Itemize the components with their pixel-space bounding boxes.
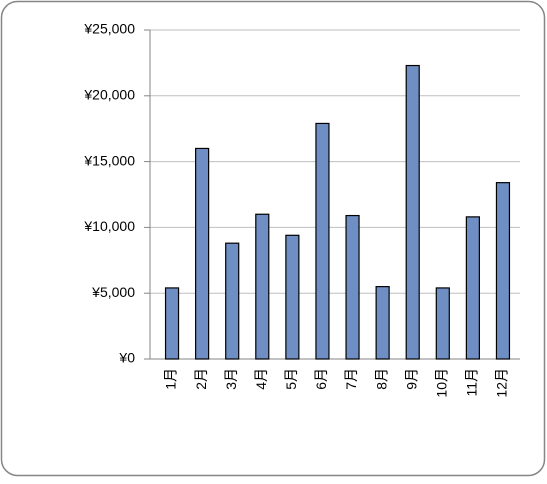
bar — [225, 242, 240, 360]
bar — [465, 216, 480, 360]
x-tick-label: 2月 — [193, 368, 209, 390]
x-tick-label: 9月 — [403, 368, 419, 390]
x-tick-label: 4月 — [253, 368, 269, 390]
y-tick-label: ¥5,000 — [91, 284, 135, 300]
x-tick-label: 6月 — [313, 368, 329, 390]
bar — [495, 182, 511, 360]
x-tick-label: 1月 — [163, 368, 179, 390]
y-tick-label: ¥0 — [118, 350, 135, 366]
bar — [285, 234, 300, 360]
bar — [255, 213, 270, 360]
y-tick-label: ¥15,000 — [83, 152, 135, 168]
x-tick-label: 10月 — [433, 368, 449, 398]
bar — [345, 214, 360, 360]
bar — [164, 287, 180, 360]
x-tick-label: 8月 — [373, 368, 389, 390]
y-tick-label: ¥25,000 — [83, 21, 135, 37]
x-tick-label: 3月 — [223, 368, 239, 390]
bar — [405, 64, 420, 360]
bar — [315, 122, 330, 360]
bar — [375, 286, 390, 360]
bar — [435, 287, 450, 360]
x-tick-label: 5月 — [283, 368, 299, 390]
bar — [195, 147, 210, 360]
y-tick-label: ¥10,000 — [83, 218, 135, 234]
x-tick-label: 11月 — [464, 368, 480, 397]
y-tick-label: ¥20,000 — [83, 87, 135, 103]
x-tick-label: 7月 — [343, 368, 359, 390]
x-tick-label: 12月 — [494, 368, 510, 398]
